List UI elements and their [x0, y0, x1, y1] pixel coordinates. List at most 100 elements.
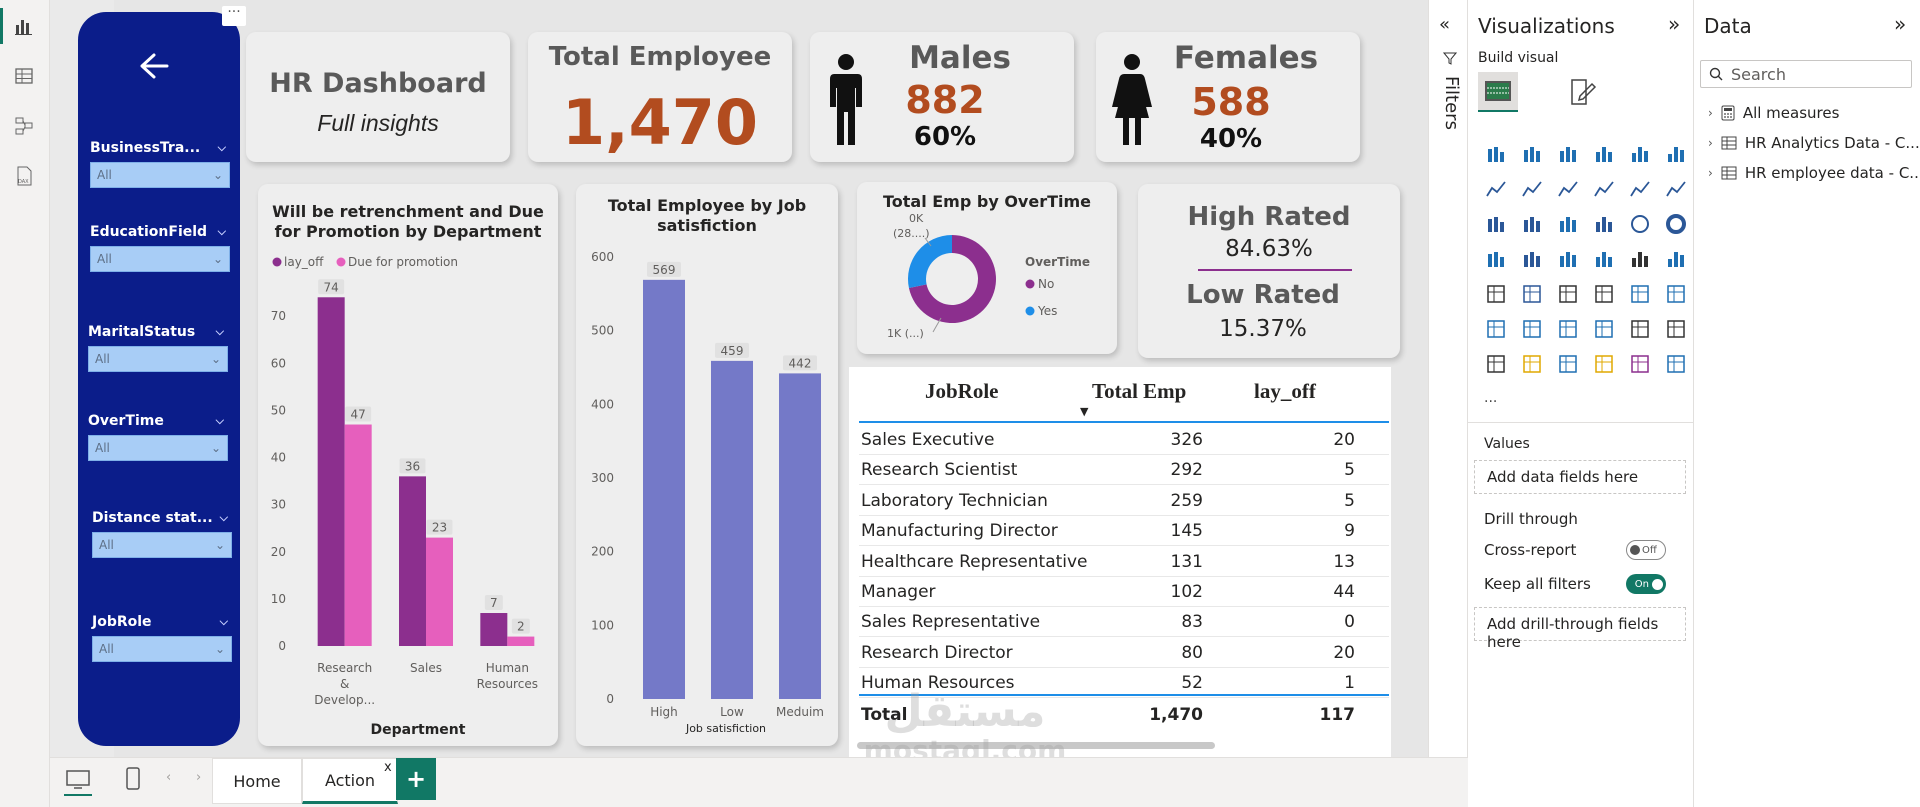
- table-row[interactable]: Human Resources 52 1: [859, 668, 1389, 699]
- legend-marker[interactable]: [1025, 306, 1035, 316]
- slicer-dropdown[interactable]: All ⌄: [88, 346, 228, 372]
- line-column-icon[interactable]: [1626, 175, 1654, 203]
- column-header-jobrole[interactable]: JobRole: [925, 379, 999, 403]
- search-field[interactable]: Search: [1700, 60, 1912, 88]
- gauge-icon[interactable]: [1626, 245, 1654, 273]
- waterfall-icon[interactable]: [1518, 210, 1546, 238]
- build-visual-tab[interactable]: [1478, 72, 1518, 112]
- card-icon[interactable]: [1662, 245, 1690, 273]
- bar-due-for-promotion[interactable]: [426, 537, 453, 646]
- table-row[interactable]: Sales Representative 83 0: [859, 607, 1389, 638]
- close-tab-icon[interactable]: x: [384, 760, 392, 775]
- back-arrow-icon[interactable]: [138, 52, 170, 84]
- table-row[interactable]: Sales Executive 326 20: [859, 425, 1389, 455]
- ribbon-chart-icon[interactable]: [1590, 175, 1618, 203]
- multirow-card-icon[interactable]: [1482, 280, 1510, 308]
- filled-map-icon[interactable]: [1554, 245, 1582, 273]
- expand-filters-icon[interactable]: «: [1439, 14, 1451, 35]
- power-automate-icon[interactable]: [1554, 350, 1582, 378]
- table-row[interactable]: Research Director 80 20: [859, 638, 1389, 668]
- next-page-icon[interactable]: ›: [196, 770, 202, 785]
- line-chart-icon[interactable]: [1482, 175, 1510, 203]
- data-item-hr-analytics[interactable]: › HR Analytics Data - C...: [1708, 134, 1920, 152]
- bar[interactable]: [643, 279, 685, 699]
- python-visual-icon[interactable]: [1482, 315, 1510, 343]
- scatter-icon[interactable]: [1590, 210, 1618, 238]
- paginated-report-icon[interactable]: [1482, 350, 1510, 378]
- slicer-icon[interactable]: [1554, 280, 1582, 308]
- donut-slice-yes[interactable]: [907, 235, 952, 289]
- bar-due-for-promotion[interactable]: [344, 424, 372, 646]
- legend-marker[interactable]: [336, 257, 346, 267]
- legend-marker[interactable]: [1025, 279, 1035, 289]
- bar-lay_off[interactable]: [317, 297, 345, 646]
- bar[interactable]: [711, 360, 753, 699]
- department-bar-chart[interactable]: lay_off Due for promotion 0 10 20 30 40 50 60 70 7…: [258, 184, 558, 746]
- table-row[interactable]: Manager 102 44: [859, 577, 1389, 607]
- pie-chart-icon[interactable]: [1626, 210, 1654, 238]
- area-chart-icon[interactable]: [1518, 175, 1546, 203]
- chevron-down-icon[interactable]: ⌵: [217, 225, 226, 238]
- format-visual-icon[interactable]: [1566, 76, 1598, 112]
- horizontal-scrollbar[interactable]: [857, 742, 1215, 749]
- table-row[interactable]: Laboratory Technician 259 5: [859, 486, 1389, 516]
- table-row[interactable]: Research Scientist 292 5: [859, 455, 1389, 486]
- data-item-hr-employee[interactable]: › HR employee data - C...: [1708, 164, 1920, 182]
- chevron-right-icon[interactable]: ›: [1708, 106, 1713, 120]
- key-influencers-icon[interactable]: [1518, 315, 1546, 343]
- bar[interactable]: [779, 373, 821, 699]
- more-visuals-icon[interactable]: ...: [1484, 390, 1498, 406]
- clustered-column-icon[interactable]: [1590, 140, 1618, 168]
- power-apps-icon[interactable]: [1518, 350, 1546, 378]
- drill-through-well[interactable]: Add drill-through fields here: [1474, 607, 1686, 651]
- overtime-chart-card[interactable]: Total Emp by OverTime 1K (...) 0K (28....)…: [857, 182, 1117, 354]
- sort-descending-icon[interactable]: ▼: [1080, 405, 1089, 418]
- funnel-icon[interactable]: [1554, 210, 1582, 238]
- column-header-total-emp[interactable]: Total Emp: [1092, 379, 1187, 403]
- slicer-business-travel[interactable]: BusinessTra... ⌵ All ⌄: [90, 138, 230, 188]
- keep-filters-toggle[interactable]: On: [1626, 574, 1666, 594]
- treemap-icon[interactable]: [1482, 245, 1510, 273]
- legend-label[interactable]: Yes: [1037, 304, 1057, 318]
- kpi-icon[interactable]: [1518, 280, 1546, 308]
- legend-label[interactable]: No: [1038, 277, 1054, 291]
- slicer-dropdown[interactable]: All ⌄: [90, 246, 230, 272]
- donut-slice-no[interactable]: [908, 235, 996, 323]
- cross-report-toggle[interactable]: Off: [1626, 540, 1666, 560]
- 100pct-bar-icon[interactable]: [1626, 140, 1654, 168]
- narrative-icon[interactable]: [1626, 315, 1654, 343]
- department-chart-card[interactable]: Will be retrenchment and Due for Promoti…: [258, 184, 558, 746]
- collapse-pane-icon[interactable]: »: [1894, 12, 1907, 36]
- r-visual-icon[interactable]: [1662, 280, 1690, 308]
- slicer-dropdown[interactable]: All ⌄: [92, 636, 232, 662]
- tab-action[interactable]: Action: [302, 758, 398, 804]
- previous-page-icon[interactable]: ‹: [166, 770, 172, 785]
- chevron-right-icon[interactable]: ›: [1708, 166, 1713, 180]
- arrows-icon[interactable]: [1662, 350, 1690, 378]
- job-satisfaction-bar-chart[interactable]: 0 100 200 300 400 500 600 569 High 459 Low 442 Medui…: [576, 184, 838, 746]
- bar-lay_off[interactable]: [399, 476, 426, 646]
- overtime-donut-chart[interactable]: 1K (...) 0K (28....) OverTime No Yes: [857, 182, 1117, 354]
- chevron-down-icon[interactable]: ⌵: [217, 141, 226, 154]
- chevron-down-icon[interactable]: ⌵: [219, 511, 228, 524]
- slicer-education-field[interactable]: EducationField ⌵ All ⌄: [90, 222, 230, 272]
- tab-home[interactable]: Home: [212, 758, 302, 804]
- decomposition-tree-icon[interactable]: [1554, 315, 1582, 343]
- slicer-overtime[interactable]: OverTime ⌵ All ⌄: [88, 411, 228, 461]
- trophy-icon[interactable]: [1662, 315, 1690, 343]
- legend-label[interactable]: lay_off: [284, 255, 324, 269]
- azure-map-icon[interactable]: [1590, 245, 1618, 273]
- table-row[interactable]: Healthcare Representative 131 13: [859, 547, 1389, 577]
- stacked-bar-icon[interactable]: [1482, 140, 1510, 168]
- chevron-right-icon[interactable]: ›: [1708, 136, 1713, 150]
- slicer-dropdown[interactable]: All ⌄: [90, 162, 230, 188]
- model-view-icon[interactable]: [10, 112, 38, 140]
- job-satisfaction-chart-card[interactable]: Total Employee by Job satisfiction 0 100 2…: [576, 184, 838, 746]
- bar-lay_off[interactable]: [480, 613, 508, 646]
- matrix-icon[interactable]: [1626, 280, 1654, 308]
- values-well[interactable]: Add data fields here: [1474, 460, 1686, 494]
- column-header-lay-off[interactable]: lay_off: [1254, 379, 1316, 403]
- chevron-down-icon[interactable]: ⌵: [219, 615, 228, 628]
- chevron-down-icon[interactable]: ⌵: [215, 325, 224, 338]
- map-icon[interactable]: [1518, 245, 1546, 273]
